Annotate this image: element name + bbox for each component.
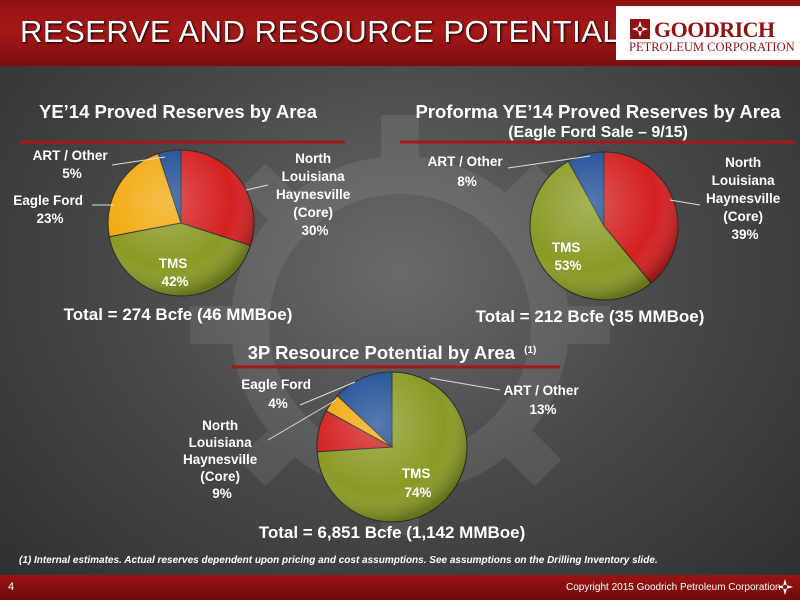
chart1-leader-north — [245, 184, 269, 191]
goodrich-logo-icon — [630, 19, 650, 39]
chart3-label-north-value: 9% — [212, 486, 232, 501]
chart1-label-tms-value: 42% — [161, 274, 188, 289]
chart3-label-art: ART / Other — [504, 383, 580, 398]
chart3-shine — [317, 372, 467, 522]
chart3-label-north-line3: Haynesville — [183, 452, 258, 467]
chart1-label-art: ART / Other — [33, 148, 109, 163]
svg-text:North Louisiana Ha: North Louisiana Haynesville (Core) 39% — [706, 155, 784, 242]
chart3-total: Total = 6,851 Bcfe (1,142 MMBoe) — [259, 523, 526, 542]
copyright-text: Copyright 2015 Goodrich Petroleum Corpor… — [566, 582, 781, 593]
chart2-label-tms: TMS — [552, 240, 581, 255]
chart1-label-eagle: Eagle Ford — [13, 193, 83, 208]
chart2-leader-north — [669, 199, 701, 206]
chart3-label-eagle: Eagle Ford — [241, 377, 311, 392]
chart3-label-eagle-value: 4% — [268, 396, 288, 411]
chart2-title: Proforma YE’14 Proved Reserves by Area — [415, 101, 781, 122]
chart2-label-north-line2: Louisiana — [712, 173, 776, 188]
svg-text:TMS 53%: TMS 53% — [552, 240, 584, 273]
footer-bar: 4 Copyright 2015 Goodrich Petroleum Corp… — [0, 575, 800, 600]
svg-text:North Louisiana Ha: North Louisiana Haynesville (Core) 30% — [276, 151, 354, 238]
chart1-title: YE’14 Proved Reserves by Area — [39, 101, 318, 122]
chart2-label-north-line1: North — [725, 155, 761, 170]
chart3-label-north-line1: North — [202, 418, 238, 433]
chart1-label-north-value: 30% — [301, 223, 328, 238]
chart3-title: 3P Resource Potential by Area — [248, 342, 516, 363]
chart1-label-north-line1: North — [295, 151, 331, 166]
chart2-total: Total = 212 Bcfe (35 MMBoe) — [476, 307, 705, 326]
chart2-label-tms-value: 53% — [554, 258, 581, 273]
chart3-label-tms: TMS — [402, 466, 431, 481]
chart1-label-eagle-value: 23% — [36, 211, 63, 226]
chart2-label-art: ART / Other — [428, 154, 504, 169]
chart3-leader-art — [429, 377, 501, 391]
chart2-subtitle: (Eagle Ford Sale – 9/15) — [508, 124, 688, 141]
chart3-title-note: (1) — [524, 345, 536, 356]
pie-chart-ye14-proved: YE’14 Proved Reserves by Area North Loui… — [13, 101, 354, 324]
chart3-label-art-value: 13% — [529, 402, 556, 417]
chart1-total: Total = 274 Bcfe (46 MMBoe) — [64, 305, 293, 324]
chart2-label-north-line3: Haynesville — [706, 191, 781, 206]
header-bar: RESERVE AND RESOURCE POTENTIAL GOODRICH … — [0, 0, 800, 66]
chart1-label-north-line2: Louisiana — [282, 169, 346, 184]
chart3-leader-north — [267, 399, 337, 441]
chart2-label-north-line4: (Core) — [723, 209, 763, 224]
svg-text:Eagle Ford 23%: Eagle Ford 23% — [13, 193, 87, 226]
chart2-shine — [530, 152, 678, 300]
goodrich-footer-icon — [776, 578, 794, 596]
company-logo: GOODRICH PETROLEUM CORPORATION — [616, 6, 800, 60]
svg-text:ART / Other 5%: ART / Other 5% — [33, 148, 112, 181]
svg-text:ART / Other 13%: ART / Other 13% — [504, 383, 583, 417]
chart2-leader-art — [507, 155, 591, 169]
chart3-label-north-line2: Louisiana — [189, 435, 253, 450]
svg-text:ART / Other 8%: ART / Other 8% — [428, 154, 507, 189]
svg-text:TMS 74%: TMS 74% — [402, 466, 434, 500]
footnote: (1) Internal estimates. Actual reserves … — [19, 555, 658, 566]
chart1-leader-art — [111, 156, 166, 166]
chart1-label-north-line4: (Core) — [293, 205, 333, 220]
chart1-label-north-line3: Haynesville — [276, 187, 351, 202]
page-title: RESERVE AND RESOURCE POTENTIAL — [20, 14, 621, 49]
svg-text:3P Resource Potential by Area: 3P Resource Potential by Area (1) — [248, 342, 537, 363]
svg-text:North Louisiana Ha: North Louisiana Haynesville (Core) 9% — [183, 418, 261, 501]
chart3-label-north-line4: (Core) — [200, 469, 240, 484]
chart3-leader-eagle — [299, 381, 356, 406]
svg-text:Eagle Ford 4%: Eagle Ford 4% — [241, 377, 315, 411]
chart1-shine — [108, 150, 254, 296]
svg-text:TMS 42%: TMS 42% — [159, 256, 191, 289]
logo-name: GOODRICH — [654, 17, 775, 42]
chart1-label-art-value: 5% — [62, 166, 82, 181]
chart3-label-tms-value: 74% — [404, 485, 431, 500]
chart2-label-north-value: 39% — [731, 227, 758, 242]
pie-chart-3p-resource: 3P Resource Potential by Area (1) TMS 74… — [183, 342, 583, 542]
pie-chart-proforma-proved: Proforma YE’14 Proved Reserves by Area (… — [400, 101, 795, 326]
chart1-label-tms: TMS — [159, 256, 188, 271]
chart2-label-art-value: 8% — [457, 174, 477, 189]
page-number: 4 — [8, 581, 15, 593]
logo-subtitle: PETROLEUM CORPORATION — [629, 40, 795, 54]
